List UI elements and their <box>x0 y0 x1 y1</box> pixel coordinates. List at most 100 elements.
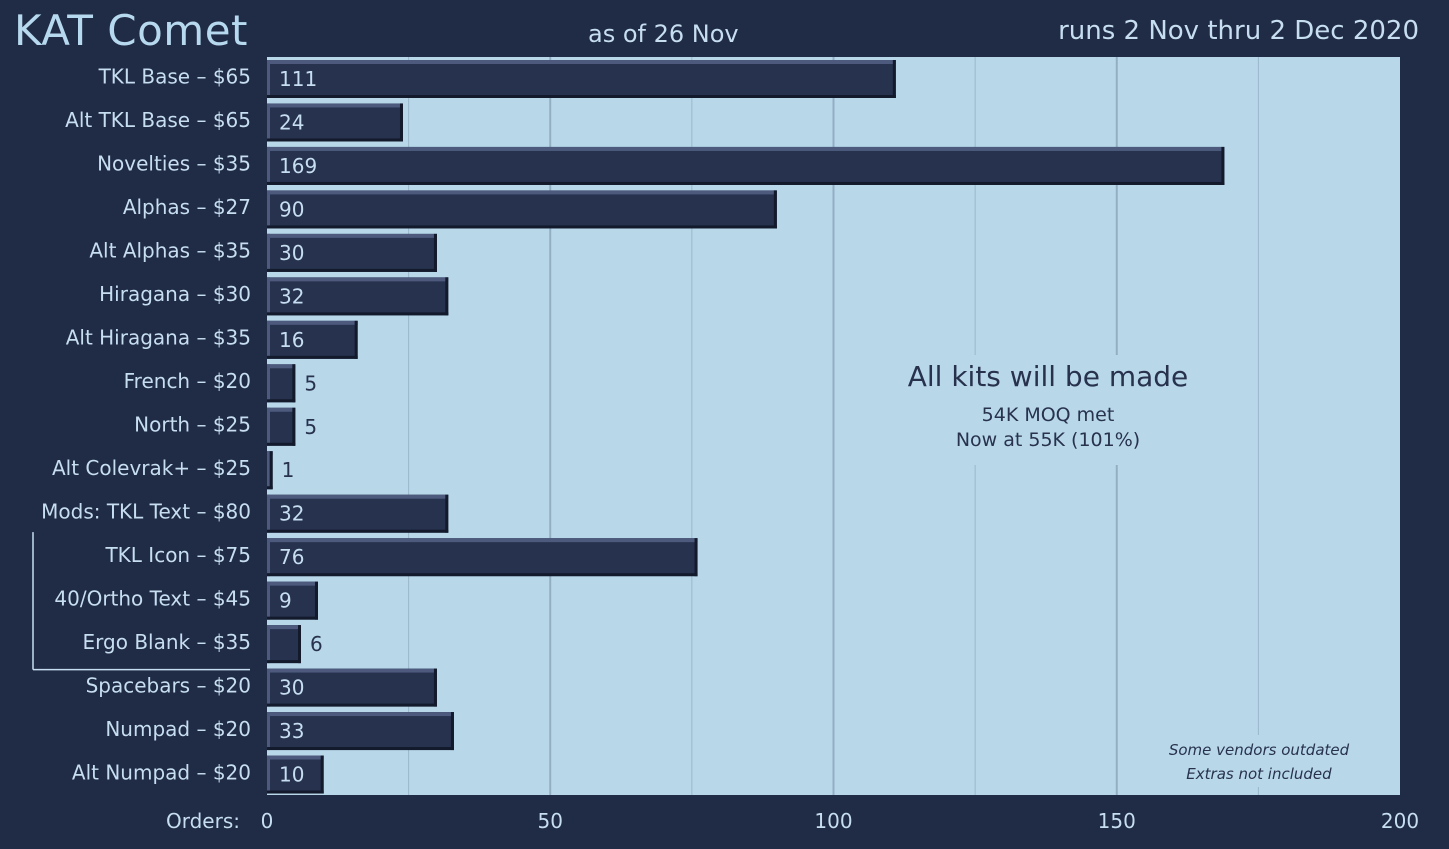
bar-bevel-bottom <box>267 703 437 707</box>
bar-group: 76 <box>267 538 698 577</box>
annotation-box: All kits will be made 54K MOQ met Now at… <box>895 355 1205 465</box>
category-label: Hiragana – $30 <box>99 282 251 306</box>
category-label: Alt Numpad – $20 <box>72 760 251 784</box>
bar-bevel-top <box>267 60 896 64</box>
bar-value-label: 24 <box>279 110 304 134</box>
bar-value-label: 1 <box>282 458 295 482</box>
bar-bevel-bottom <box>267 399 296 403</box>
bar <box>267 712 454 751</box>
category-label: TKL Icon – $75 <box>104 543 251 567</box>
bar-value-label: 10 <box>279 763 304 787</box>
bar <box>267 60 896 98</box>
bar-bevel-top <box>267 755 324 760</box>
chart-title: KAT Comet <box>14 6 249 55</box>
annotation-headline: All kits will be made <box>908 360 1189 393</box>
bar-group: 169 <box>267 146 1225 185</box>
category-label: Novelties – $35 <box>97 152 251 176</box>
category-label: 40/Ortho Text – $45 <box>54 586 251 610</box>
chart-subtitle: as of 26 Nov <box>588 20 739 48</box>
bar-value-label: 111 <box>279 67 317 91</box>
bar-bevel-bottom <box>267 573 698 577</box>
bar <box>267 494 449 533</box>
bar-value-label: 6 <box>310 632 323 656</box>
category-label: French – $20 <box>124 369 251 393</box>
bar <box>267 103 403 142</box>
bar-bevel-right <box>450 712 454 751</box>
bar-bevel-bottom <box>267 225 777 229</box>
bar-bevel-top <box>267 407 296 412</box>
category-label: Ergo Blank – $35 <box>83 630 251 654</box>
category-label: North – $25 <box>134 412 251 436</box>
x-tick-label: 100 <box>814 809 852 833</box>
annotation-moq: 54K MOQ met <box>982 404 1115 426</box>
bar-bevel-left <box>267 60 270 98</box>
bar-group: 16 <box>267 320 358 359</box>
x-axis: Orders: 0 50 100 150 200 <box>166 809 1419 833</box>
bar <box>267 755 324 794</box>
bar <box>267 625 301 664</box>
bar-bevel-bottom <box>267 312 449 316</box>
category-label: Alt TKL Base – $65 <box>65 108 251 132</box>
bar-group: 9 <box>267 581 318 620</box>
bar-bevel-left <box>267 190 270 229</box>
footnote: Some vendors outdated Extras not include… <box>1169 735 1350 787</box>
bar-bevel-top <box>267 364 296 369</box>
bar-group: 32 <box>267 277 449 316</box>
bar <box>267 277 449 316</box>
annotation-background <box>895 355 1205 465</box>
bar-bevel-right <box>445 277 449 316</box>
bar-bevel-top <box>267 103 403 108</box>
bar-group: 5 <box>267 407 317 446</box>
bar <box>267 407 296 446</box>
bar-group: 5 <box>267 364 317 403</box>
bar-bevel-left <box>267 277 270 316</box>
bar-bevel-top <box>267 320 358 325</box>
bar-bevel-bottom <box>267 529 449 533</box>
bar-value-label: 32 <box>279 284 304 308</box>
bar-bevel-right <box>320 755 324 794</box>
footnote-background <box>1170 735 1350 787</box>
category-label: Alt Hiragana – $35 <box>66 326 251 350</box>
bar-value-label: 32 <box>279 502 304 526</box>
bar-bevel-right <box>314 581 318 620</box>
bar-bevel-right <box>892 60 896 98</box>
bar-bevel-right <box>433 668 437 707</box>
bar-bevel-right <box>292 364 296 403</box>
bar-value-label: 30 <box>279 241 304 265</box>
bar-bevel-top <box>267 233 437 238</box>
bar <box>267 146 1225 185</box>
bar-bevel-bottom <box>267 181 1225 185</box>
x-tick-label: 0 <box>261 809 274 833</box>
x-axis-label: Orders: <box>166 809 240 833</box>
bar-group: 6 <box>267 625 323 664</box>
bar-group: 32 <box>267 494 449 533</box>
bar-bevel-right <box>399 103 403 142</box>
category-label: Alt Colevrak+ – $25 <box>52 456 251 480</box>
bar-bevel-bottom <box>267 616 318 620</box>
bar-bevel-left <box>267 451 270 490</box>
bar <box>267 538 698 577</box>
bar-bevel-left <box>267 712 270 751</box>
category-label: Spacebars – $20 <box>86 673 251 697</box>
x-tick-label: 200 <box>1381 809 1419 833</box>
bar-group: 1 <box>267 451 295 490</box>
category-label: Numpad – $20 <box>105 717 251 741</box>
bar-bevel-top <box>267 190 777 195</box>
bar-bevel-right <box>445 494 449 533</box>
bar-bevel-bottom <box>267 790 324 794</box>
footnote-extras: Extras not included <box>1186 765 1332 783</box>
category-label: TKL Base – $65 <box>98 65 251 89</box>
bar-bevel-left <box>267 581 270 620</box>
bar <box>267 581 318 620</box>
bar-value-label: 90 <box>279 197 304 221</box>
bar-bevel-left <box>267 755 270 794</box>
bar-group: 30 <box>267 233 437 272</box>
bar-value-label: 169 <box>279 154 317 178</box>
bar-bevel-bottom <box>267 442 296 446</box>
annotation-progress: Now at 55K (101%) <box>956 429 1140 451</box>
bar-bevel-top <box>267 494 449 499</box>
bar <box>267 190 777 229</box>
bar-bevel-top <box>267 277 449 282</box>
